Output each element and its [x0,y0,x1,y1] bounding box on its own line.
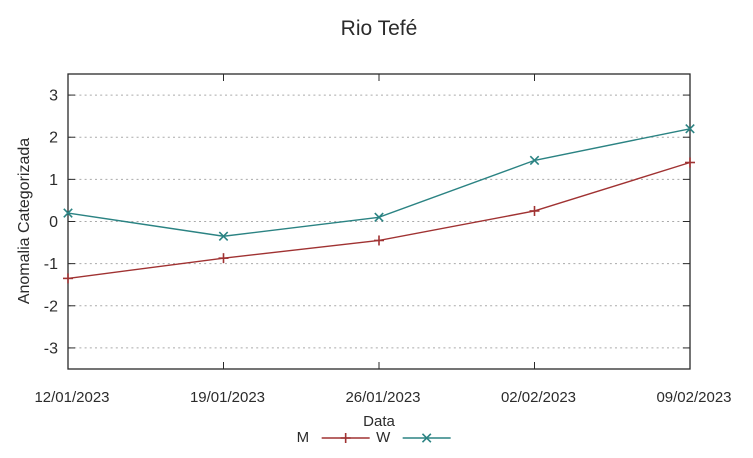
marker-stroke [529,155,540,166]
marker-stroke [63,208,73,218]
legend-item-w: W [376,429,451,446]
series-W-marker [685,124,695,134]
marker-stroke [374,212,384,223]
x-tick-label: 09/02/2023 [656,389,731,406]
legend-label-m: M [296,429,310,446]
series-M-marker [685,157,695,168]
legend-sample-line-m [321,432,370,443]
legend-label-w: W [376,429,391,446]
x-axis-title: Data [363,413,395,430]
x-tick-label: 19/01/2023 [190,389,265,406]
y-tick-label: 2 [49,130,58,147]
plot-border [67,73,691,370]
legend-item-m: M [297,429,371,446]
chart-legend: M W [297,429,452,446]
series-M-marker [63,273,73,284]
series-M-marker [529,205,540,216]
series-M-line [67,161,691,280]
x-tick-label: 26/01/2023 [345,389,420,406]
legend-sample-marker [421,432,432,443]
series-M-marker [374,235,384,246]
marker-stroke [685,124,695,134]
series-M-marker [218,253,229,264]
chart-title: Rio Tefé [340,17,418,40]
marker-stroke [218,231,229,242]
series-W-marker [374,212,384,223]
y-tick-label: 3 [49,88,58,105]
marker-stroke [421,432,432,443]
series-W-marker [63,208,73,218]
x-tick-label: 12/01/2023 [34,389,109,406]
series-W-marker [529,155,540,166]
series-W-marker [218,231,229,242]
y-tick-label: -2 [44,298,58,315]
series-W-line [67,128,691,237]
legend-sample-marker [340,432,351,443]
legend-sample-line-w [402,432,451,443]
y-tick-label: -3 [44,340,58,357]
y-tick-label: 0 [49,214,58,231]
y-tick-label: -1 [44,256,58,273]
x-tick-label: 02/02/2023 [501,389,576,406]
y-tick-label: 1 [49,172,58,189]
